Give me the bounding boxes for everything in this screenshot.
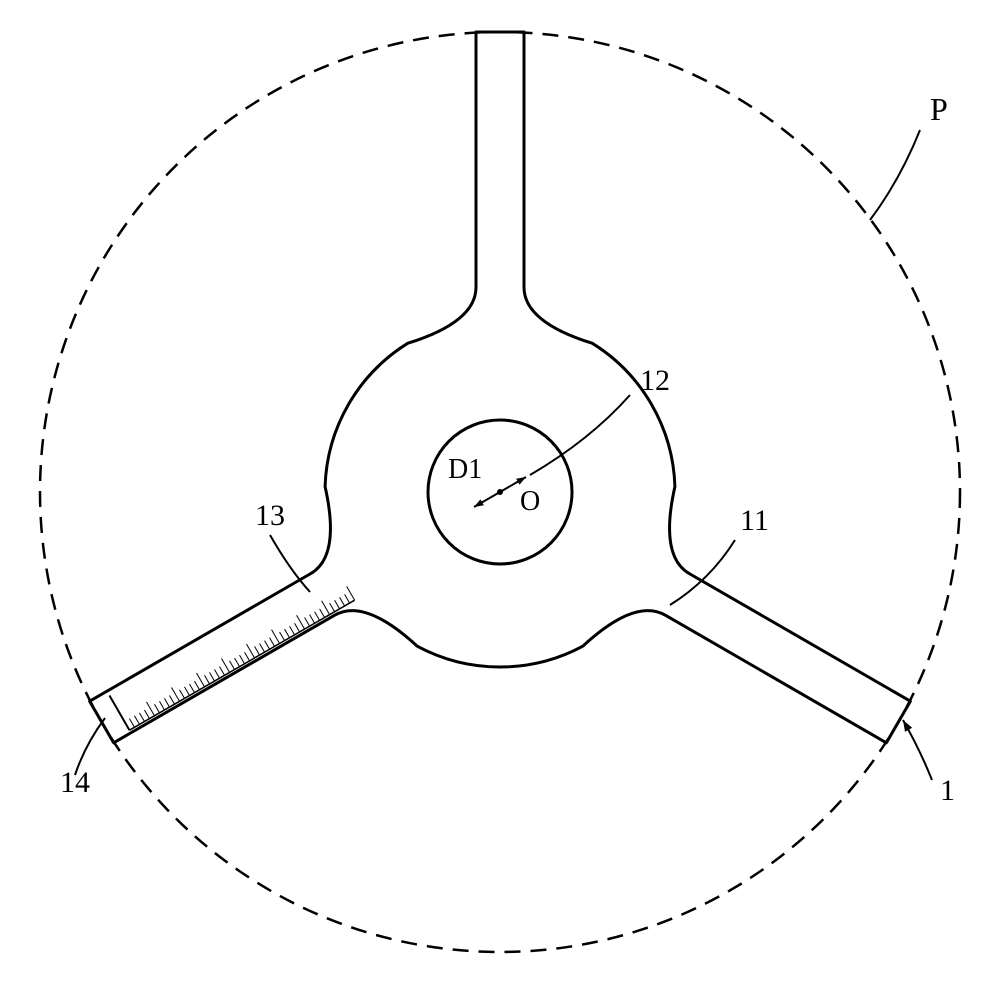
label-13: 13: [255, 499, 285, 532]
ruler: [109, 586, 354, 730]
ruler-endcap: [109, 696, 129, 731]
label-P: P: [930, 91, 948, 127]
label-11: 11: [740, 504, 769, 537]
leader-arrowhead-icon: [903, 720, 912, 732]
leader-line: [870, 130, 920, 220]
diagram-svg: P O D1 11 12 13 14 1: [0, 0, 1000, 984]
arrowhead-icon: [516, 477, 526, 485]
rotor-outline: [90, 32, 911, 743]
label-12: 12: [640, 364, 670, 397]
label-O: O: [520, 486, 540, 517]
arrowhead-icon: [474, 499, 484, 507]
leader-line: [270, 535, 310, 592]
label-1: 1: [940, 774, 955, 807]
label-D1: D1: [448, 454, 482, 485]
label-14: 14: [60, 766, 90, 799]
